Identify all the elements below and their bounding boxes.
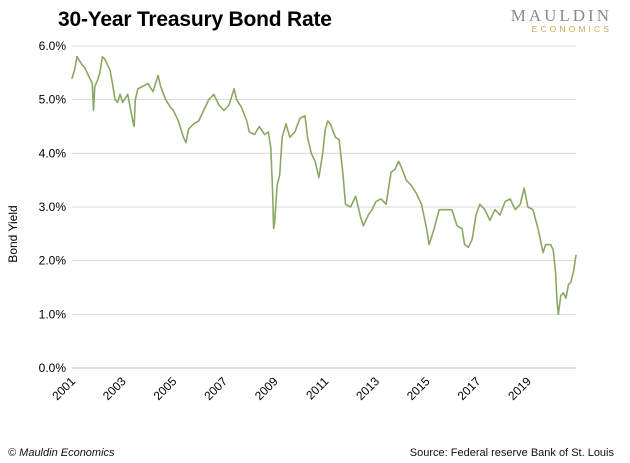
x-axis-tick-labels: 2001 2003 2005 2007 2009 2011 2013 2015 2017 2019 [49, 374, 534, 403]
y-tick-label: 1.0% [39, 307, 67, 321]
x-tick-label: 2009 [252, 374, 281, 403]
y-tick-label: 3.0% [39, 200, 67, 214]
y-axis-label: Bond Yield [6, 205, 20, 262]
chart-title: 30-Year Treasury Bond Rate [58, 8, 332, 31]
x-tick-label: 2005 [151, 374, 180, 403]
x-tick-label: 2017 [455, 374, 484, 403]
y-tick-label: 4.0% [39, 146, 67, 160]
logo-wordmark: MAULDIN [510, 6, 612, 25]
y-tick-label: 0.0% [39, 361, 67, 375]
y-tick-label: 2.0% [39, 254, 67, 268]
x-tick-label: 2013 [353, 374, 382, 403]
mauldin-logo: MAULDIN ECONOMICS [511, 7, 612, 34]
x-tick-label: 2003 [100, 374, 129, 403]
y-tick-label: 5.0% [39, 93, 67, 107]
copyright-note: © Mauldin Economics [8, 447, 115, 459]
source-note: Source: Federal reserve Bank of St. Loui… [409, 447, 614, 459]
x-tick-label: 2015 [404, 374, 433, 403]
series-line [71, 55, 577, 316]
x-tick-label: 2001 [49, 374, 78, 403]
x-tick-label: 2007 [201, 374, 230, 403]
y-axis-tick-labels: 0.0% 1.0% 2.0% 3.0% 4.0% 5.0% 6.0% [39, 39, 67, 375]
x-tick-label: 2011 [303, 374, 331, 402]
logo-subtitle: ECONOMICS [531, 24, 612, 34]
x-tick-label: 2019 [505, 374, 534, 403]
gridlines [72, 45, 576, 369]
y-tick-label: 6.0% [39, 39, 67, 53]
